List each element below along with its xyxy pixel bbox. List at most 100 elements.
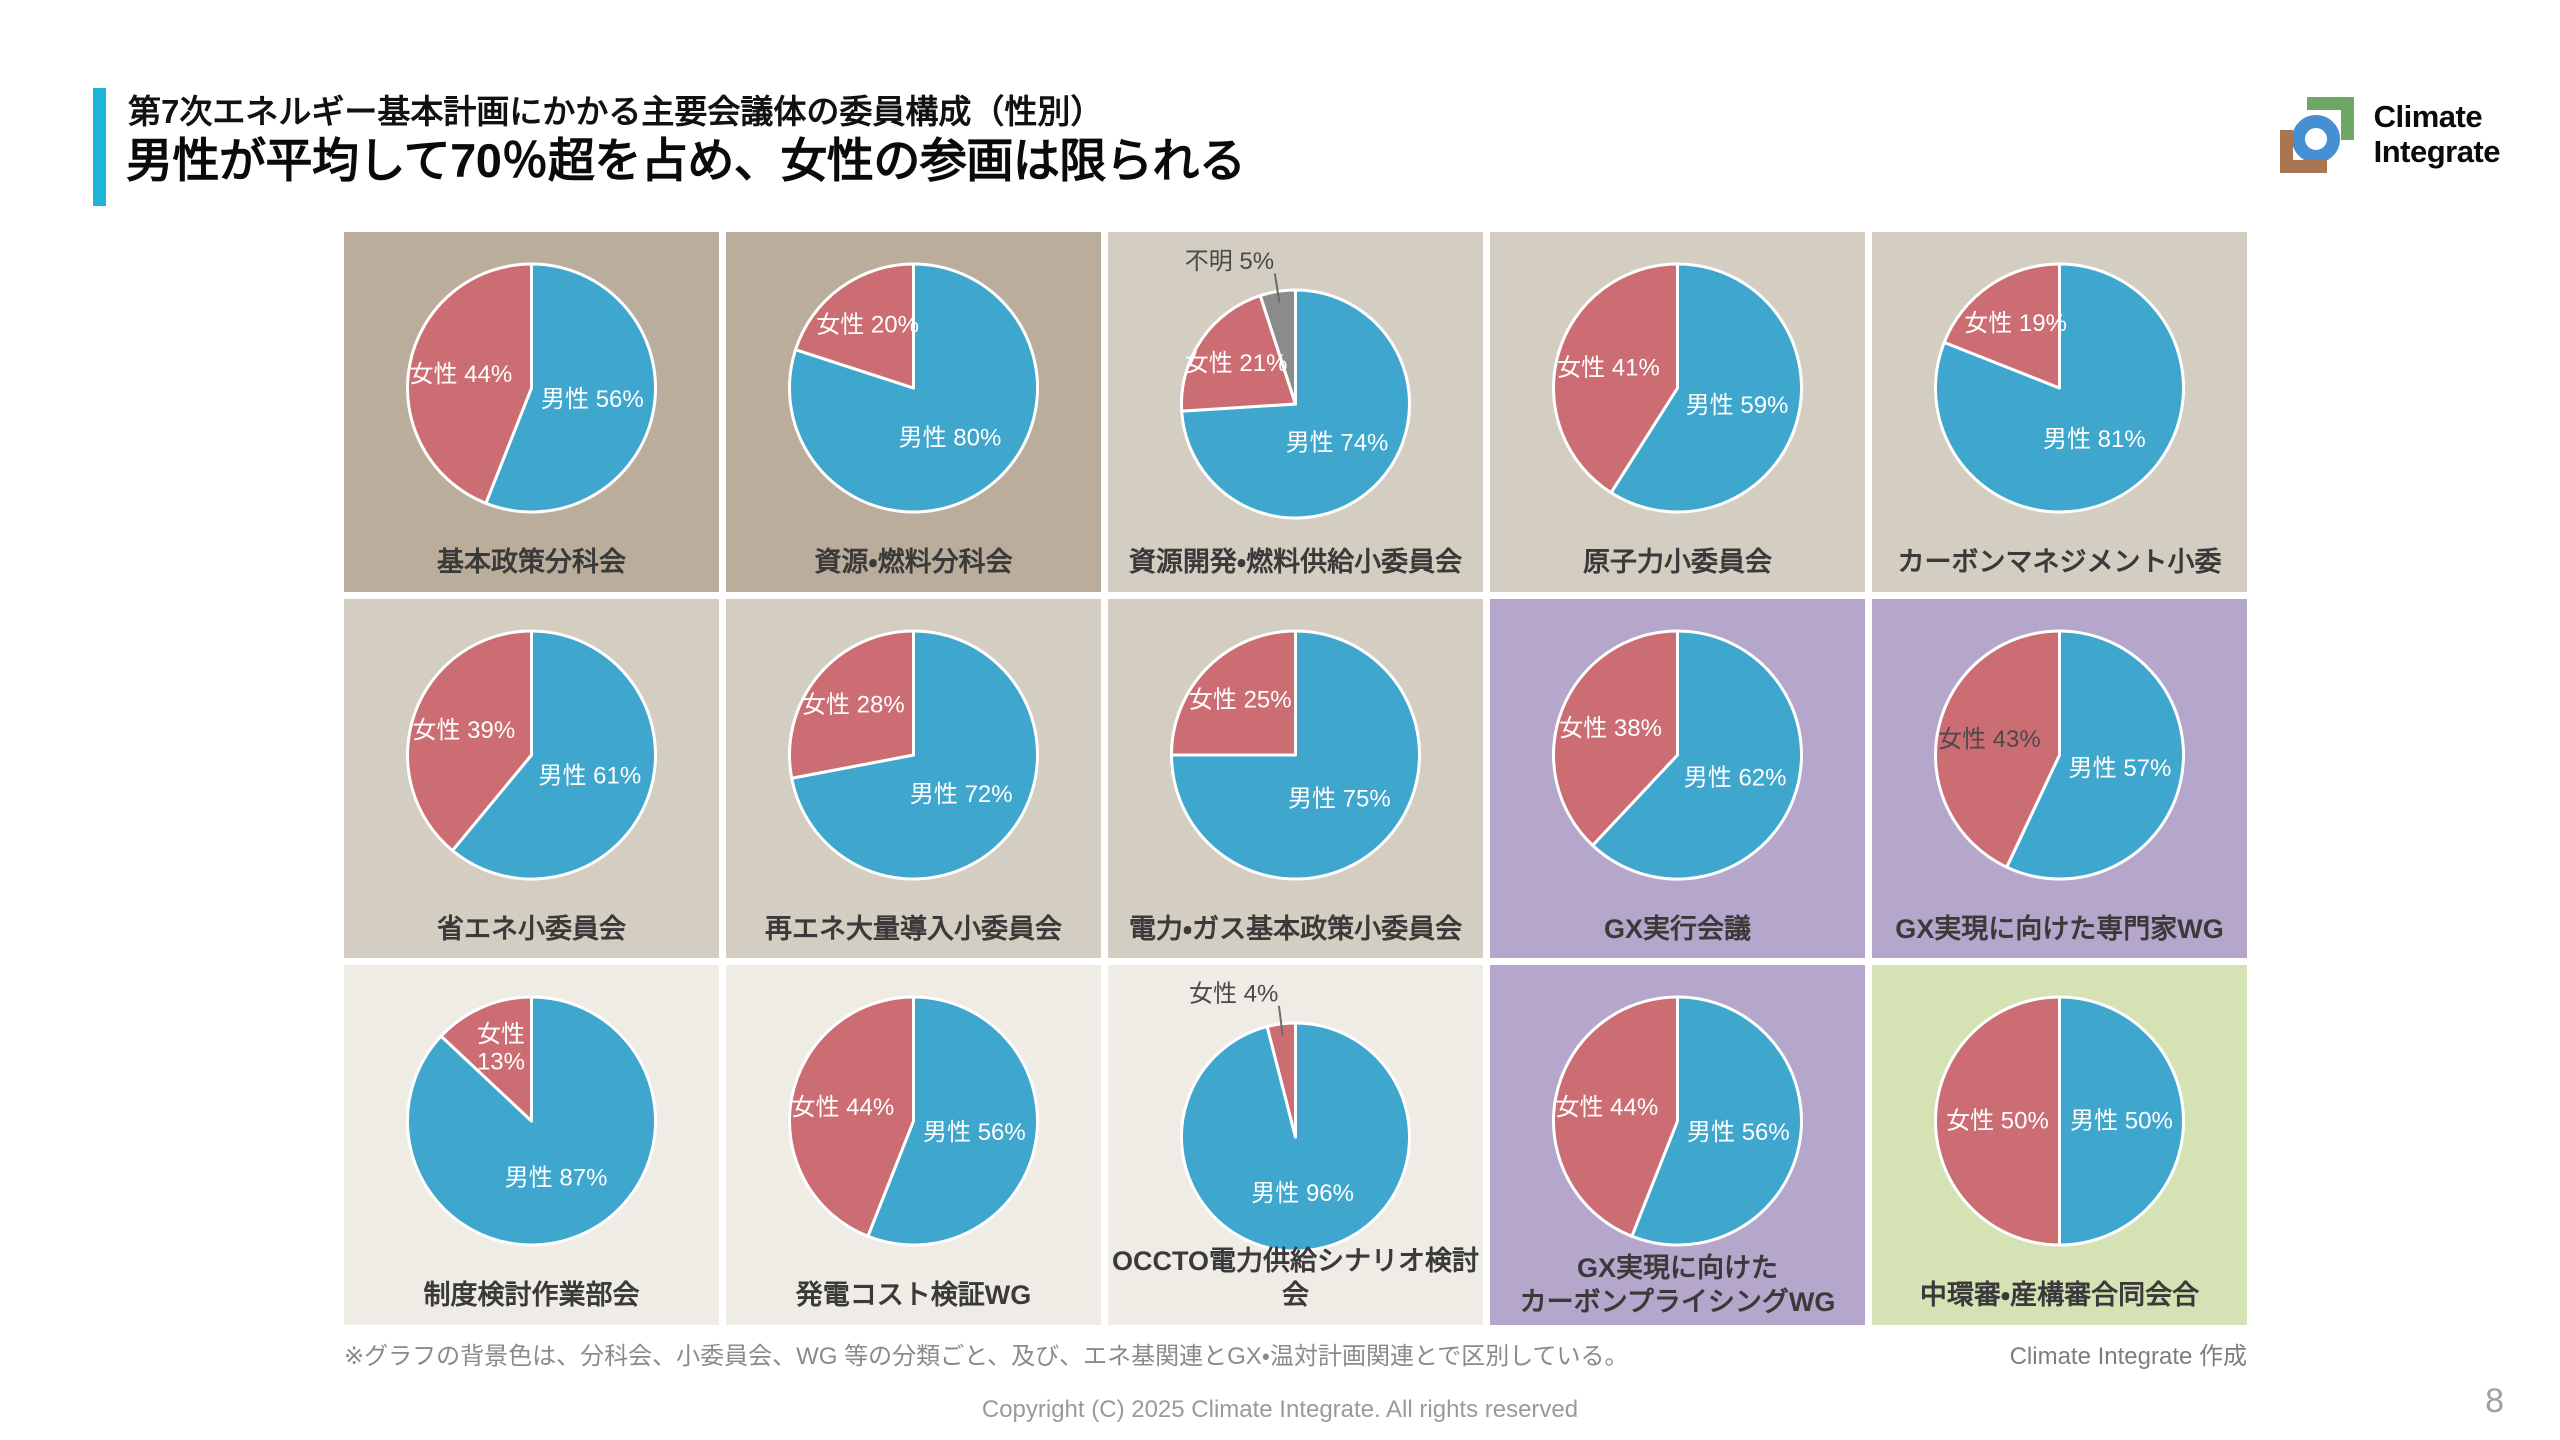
pie-slice-label: 女性 4%: [1189, 981, 1278, 1008]
chart-caption: カーボンマネジメント小委: [1897, 546, 2222, 577]
chart-cell: 男性 56% 女性 44% 基本政策分科会: [344, 232, 719, 592]
pie-slice: [484, 262, 657, 514]
chart-caption: 中環審・産構審合同会合: [1919, 1280, 2200, 1311]
chart-caption: 発電コスト検証WG: [795, 1280, 1032, 1311]
charts-grid: 男性 56% 女性 44% 基本政策分科会 男性 80% 女性 20% 資源・燃料分科会男…: [344, 232, 2247, 1325]
pie-slice-label: 男性 62%: [1684, 764, 1787, 791]
pie-slice-label: 男性 72%: [910, 781, 1013, 808]
pie-slice-label: 男性 74%: [1286, 430, 1389, 457]
pie-slice-label: 女性 44%: [791, 1094, 894, 1121]
pie-slice: [794, 262, 915, 390]
source-credit: Climate Integrate 作成: [2009, 1343, 2247, 1370]
pie-slice: [1934, 995, 2061, 1247]
logo-wordmark: Climate Integrate: [2374, 100, 2501, 169]
chart-caption: 制度検討作業部会: [423, 1280, 640, 1311]
pie-slice-label: 女性 44%: [1555, 1094, 1658, 1121]
pie-slice: [788, 995, 915, 1239]
pie-slice: [788, 629, 915, 780]
pie-slice-label: 男性 81%: [2043, 426, 2146, 453]
pie-chart: 男性 74% 女性 21% 不明 5%: [1180, 248, 1411, 520]
chart-cell: 男性 87% 女性 13% 制度検討作業部会: [344, 965, 719, 1325]
pie-chart: 男性 87% 女性 13%: [406, 995, 657, 1247]
pie-slice-label: 男性 50%: [2070, 1108, 2173, 1135]
page-title: 男性が平均して70％超を占め、女性の参画は限られる: [126, 134, 1246, 187]
pie-slice-label: 女性 43%: [1938, 725, 2041, 752]
pie-slice-label: 男性 80%: [899, 425, 1002, 452]
pie-chart: 男性 50% 女性 50%: [1934, 995, 2185, 1247]
pie-slice-label: 男性 56%: [923, 1119, 1026, 1146]
pie-chart: 男性 56% 女性 44%: [788, 995, 1039, 1247]
chart-cell: 男性 57% 女性 43% GX実現に向けた専門家WG: [1872, 598, 2247, 959]
chart-cell: 男性 74% 女性 21% 不明 5% 資源開発・燃料供給小委員会: [1108, 232, 1483, 592]
background-color-footnote: ※グラフの背景色は、分科会、小委員会、WG 等の分類ごと、及び、エネ基関連とGX…: [344, 1343, 1629, 1370]
chart-cell: 男性 96% 女性 4% OCCTO電力供給シナリオ検討会: [1108, 965, 1483, 1325]
pie-slice-label: 女性 44%: [409, 361, 512, 388]
chart-cell: 男性 62% 女性 38% GX実行会議: [1490, 598, 1865, 959]
pie-slice-label: 男性 56%: [541, 386, 644, 413]
logo-brown-corner-icon: [2279, 130, 2327, 173]
pie-slice: [2005, 629, 2185, 881]
pie-slice: [1934, 629, 2061, 869]
pie-slice: [1934, 262, 2185, 514]
pie-slice-label: 女性 41%: [1557, 354, 1660, 381]
pie-chart: 男性 81% 女性 19%: [1934, 262, 2185, 514]
pie-slice: [1942, 262, 2061, 390]
pie-slice-label: 男性 57%: [2069, 755, 2172, 782]
pie-slice-label: 女性 25%: [1189, 686, 1292, 713]
chart-caption: 原子力小委員会: [1583, 546, 1772, 577]
pie-slice-label: 女性 13%: [477, 1021, 525, 1076]
pie-slice-label: 男性 96%: [1251, 1180, 1354, 1207]
pie-slice-label: 女性 21%: [1185, 350, 1288, 377]
chart-cell: 男性 72% 女性 28% 再エネ大量導入小委員会: [726, 598, 1101, 959]
chart-cell: 男性 56% 女性 44% GX実現に向けた カーボンプライシングWG: [1490, 965, 1865, 1325]
logo-green-corner-icon: [2306, 97, 2354, 140]
chart-cell: 男性 80% 女性 20% 資源・燃料分科会: [726, 232, 1101, 592]
chart-cell: 男性 75% 女性 25% 電力・ガス基本政策小委員会: [1108, 598, 1483, 959]
pie-slice: [2058, 995, 2185, 1247]
climate-integrate-logo: Climate Integrate: [2279, 95, 2501, 175]
chart-caption: GX実現に向けた専門家WG: [1895, 913, 2224, 944]
pie-slice: [1180, 294, 1297, 413]
pie-slice: [450, 629, 657, 881]
pie-chart: 男性 62% 女性 38%: [1552, 629, 1803, 881]
pie-chart: 男性 57% 女性 43%: [1934, 629, 2185, 881]
pie-slice-label: 男性 56%: [1687, 1119, 1790, 1146]
pie-slice: [406, 629, 533, 852]
chart-caption: 省エネ小委員会: [437, 913, 626, 944]
pie-slice: [1552, 629, 1679, 847]
pie-slice-label: 男性 87%: [505, 1165, 608, 1192]
pie-chart: 男性 56% 女性 44%: [1552, 995, 1803, 1247]
chart-cell: 男性 61% 女性 39% 省エネ小委員会: [344, 598, 719, 959]
chart-cell: 男性 56% 女性 44% 発電コスト検証WG: [726, 965, 1101, 1325]
pie-slice: [439, 995, 533, 1123]
title-accent-bar: [93, 88, 106, 206]
pie-slice-label: 女性 38%: [1559, 715, 1662, 742]
pie-chart: 男性 56% 女性 44%: [406, 262, 657, 514]
label-leader-line: [1277, 1006, 1284, 1036]
pie-chart: 男性 59% 女性 41%: [1552, 262, 1803, 514]
pie-chart: 男性 96% 女性 4%: [1179, 981, 1411, 1253]
pie-slice-label: 女性 19%: [1964, 310, 2067, 337]
pie-slice: [866, 995, 1039, 1247]
chart-caption: GX実現に向けた カーボンプライシングWG: [1519, 1253, 1836, 1318]
label-leader-line: [1273, 273, 1281, 303]
chart-caption: 資源開発・燃料供給小委員会: [1128, 546, 1463, 577]
pie-chart: 男性 72% 女性 28%: [788, 629, 1039, 881]
pie-slice: [1170, 629, 1297, 757]
pie-slice-label: 男性 75%: [1288, 785, 1391, 812]
pie-slice-label: 女性 39%: [412, 717, 515, 744]
chart-caption: 電力・ガス基本政策小委員会: [1128, 913, 1463, 944]
pie-slice: [1552, 995, 1679, 1239]
chart-caption: GX実行会議: [1603, 913, 1751, 944]
pie-slice-label: 男性 59%: [1686, 392, 1789, 419]
page-number: 8: [2485, 1382, 2504, 1420]
copyright-text: Copyright (C) 2025 Climate Integrate. Al…: [981, 1396, 1579, 1423]
logo-ring-icon: [2291, 115, 2340, 163]
chart-cell: 男性 81% 女性 19% カーボンマネジメント小委: [1872, 232, 2247, 592]
pie-chart: 男性 80% 女性 20%: [788, 262, 1039, 514]
pie-chart: 男性 75% 女性 25%: [1170, 629, 1421, 881]
pie-slice: [1609, 262, 1803, 514]
pie-slice: [1591, 629, 1803, 881]
pie-slice: [1552, 262, 1679, 495]
